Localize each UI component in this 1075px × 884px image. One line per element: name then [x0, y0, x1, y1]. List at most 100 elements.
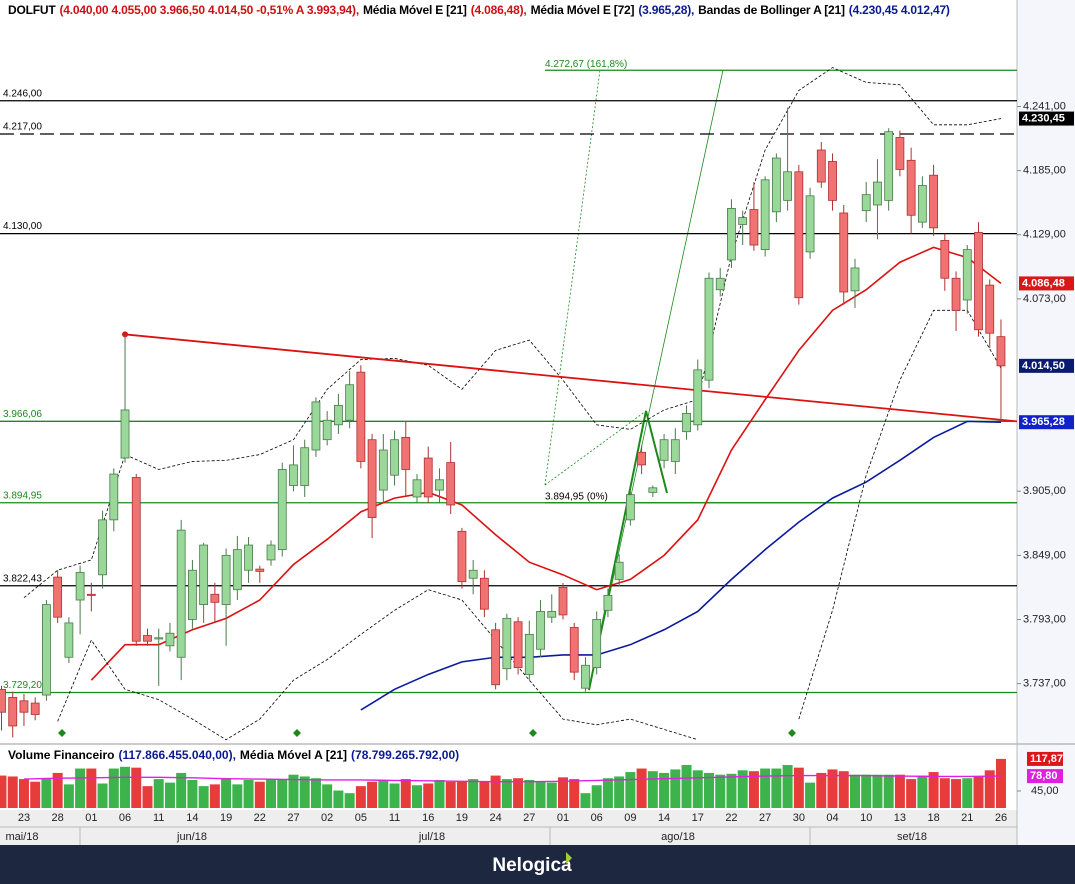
x-tick-label: 19	[456, 812, 468, 824]
x-tick-label: 16	[422, 812, 434, 824]
volume-bar	[288, 774, 299, 808]
candle-body	[367, 439, 377, 518]
price-tag-label: 4.014,50	[1022, 360, 1065, 372]
volume-bar	[333, 790, 344, 808]
candle-body	[412, 479, 422, 498]
candle-body	[277, 469, 287, 551]
candle-body	[704, 277, 714, 381]
x-tick-label: 01	[557, 812, 569, 824]
candle-body	[423, 457, 433, 498]
volume-bar	[120, 766, 131, 808]
header-item: Média Móvel E [21]	[362, 3, 467, 17]
candle-body	[962, 249, 972, 301]
header-item: (4.086,48),	[470, 3, 527, 17]
volume-bar	[142, 786, 153, 808]
candle-body	[783, 171, 792, 201]
x-tick-label: 13	[894, 812, 906, 824]
candle-body	[188, 569, 197, 620]
level-label: 4.130,00	[3, 221, 42, 232]
month-label: jun/18	[176, 831, 207, 843]
candle-body	[839, 212, 849, 293]
x-tick-label: 23	[18, 812, 30, 824]
volume-bar	[793, 767, 804, 808]
candle-body	[682, 412, 691, 433]
volume-bar	[277, 779, 288, 808]
volume-bar	[7, 776, 18, 808]
x-tick-label: 14	[658, 812, 670, 824]
candle-body	[266, 544, 276, 561]
volume-bar	[737, 770, 748, 808]
volume-bar	[614, 776, 625, 808]
volume-bar	[221, 778, 232, 808]
month-label: jul/18	[418, 831, 445, 843]
candle-body	[131, 477, 141, 642]
volume-bar	[602, 778, 613, 808]
candle-body	[502, 617, 512, 670]
volume-bar	[849, 774, 860, 808]
volume-bar	[355, 786, 366, 808]
candle-body	[895, 137, 905, 170]
candle-body	[479, 577, 489, 610]
volume-bar	[310, 778, 321, 808]
candle-body	[592, 619, 602, 668]
candle-body	[715, 277, 725, 291]
volume-bar	[861, 774, 872, 808]
volume-bar	[400, 779, 411, 808]
overlay-line	[90, 246, 1002, 681]
fib-label: 4.272,67 (161,8%)	[545, 59, 627, 70]
candle-body	[109, 473, 119, 521]
volume-bar	[872, 774, 883, 808]
candle-body	[873, 181, 882, 206]
x-tick-label: 27	[523, 812, 535, 824]
candle-body	[300, 447, 310, 486]
candle-body	[378, 449, 388, 491]
candle-body	[86, 593, 96, 596]
candle-body	[143, 635, 152, 642]
volume-bar	[715, 774, 726, 808]
y-tick-label: 3.737,00	[1023, 678, 1066, 690]
candle-body	[625, 494, 635, 521]
candle-body	[614, 561, 624, 580]
candle-body	[0, 688, 6, 713]
volume-bar	[30, 781, 41, 808]
y-tick-label: 3.905,00	[1023, 485, 1066, 497]
header-item: DOLFUT	[8, 3, 56, 17]
x-tick-label: 11	[153, 812, 164, 824]
volume-bar	[636, 768, 647, 808]
overlay-line	[798, 309, 1002, 720]
y-tick-label: 4.129,00	[1023, 229, 1066, 241]
volume-bar	[951, 779, 962, 808]
price-header: DOLFUT (4.040,00 4.055,00 3.966,50 4.014,…	[8, 3, 954, 17]
volume-bar	[75, 768, 86, 808]
volume-bar	[703, 772, 714, 808]
header-item: Média Móvel A [21]	[239, 748, 348, 762]
candle-body	[996, 336, 1006, 367]
volume-bar	[625, 772, 636, 808]
volume-bar	[524, 779, 535, 808]
volume-header: Volume Financeiro (117.866.455.040,00), Mé…	[8, 748, 463, 762]
candle-body	[210, 593, 220, 603]
trendline	[124, 333, 1018, 423]
volume-bar	[243, 779, 254, 808]
volume-bar	[894, 774, 905, 808]
volume-bar	[468, 779, 479, 808]
level-label: 3.894,95	[3, 490, 42, 501]
candle-body	[794, 171, 804, 299]
volume-bar	[939, 778, 950, 808]
level-label: 4.217,00	[3, 122, 42, 133]
volume-bar	[164, 782, 175, 808]
header-item: (4.040,00 4.055,00 3.966,50 4.014,50 -0,…	[59, 3, 359, 17]
candle-body	[457, 530, 467, 583]
candle-body	[446, 462, 456, 506]
volume-bar	[838, 771, 849, 808]
volume-bar	[580, 793, 591, 808]
volume-bar	[973, 776, 984, 808]
volume-bar	[445, 781, 456, 808]
candle-body	[940, 240, 950, 279]
price-tag-label: 3.965,28	[1022, 416, 1065, 428]
candle-body	[221, 554, 231, 605]
x-tick-label: 11	[389, 812, 400, 824]
overlay-line	[57, 589, 698, 741]
